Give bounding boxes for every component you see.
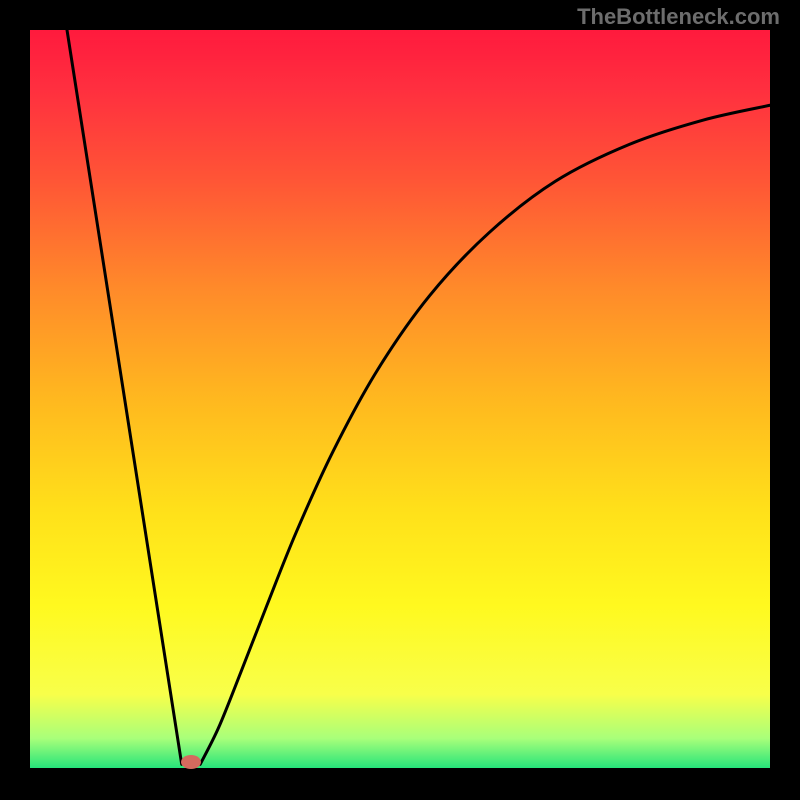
chart-container: TheBottleneck.com bbox=[0, 0, 800, 800]
watermark-text: TheBottleneck.com bbox=[577, 4, 780, 30]
bottleneck-curve bbox=[0, 0, 800, 800]
optimal-point-marker bbox=[181, 755, 201, 769]
